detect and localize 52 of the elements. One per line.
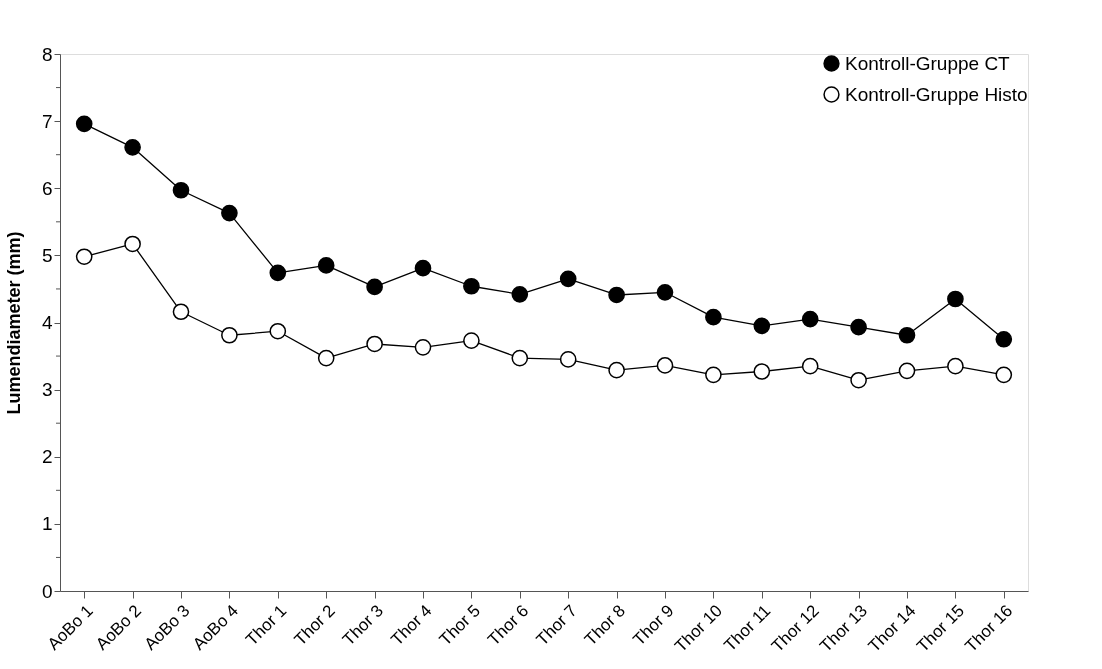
- point: [656, 357, 674, 374]
- point: [221, 204, 238, 222]
- y-axis-title: Lumendiameter (mm): [3, 231, 24, 415]
- point: [172, 181, 190, 199]
- point: [850, 318, 867, 336]
- point: [995, 366, 1013, 384]
- point: [898, 362, 916, 380]
- point: [463, 332, 480, 349]
- point: [559, 351, 577, 368]
- point: [705, 366, 722, 384]
- point: [608, 361, 625, 379]
- point: [511, 349, 529, 367]
- y-tick-label: 3: [41, 379, 53, 401]
- y-tick-label: 1: [41, 513, 53, 535]
- point: [801, 357, 819, 375]
- y-tick-label: 6: [41, 177, 53, 199]
- point: [172, 303, 190, 321]
- point: [656, 283, 674, 301]
- point: [947, 357, 964, 375]
- point: [75, 248, 93, 266]
- point: [947, 290, 964, 308]
- point: [75, 115, 93, 133]
- point: [317, 349, 335, 367]
- y-tick-label: 4: [41, 312, 53, 333]
- point: [366, 335, 383, 353]
- legend-label: Kontroll-Gruppe Histo: [845, 83, 1028, 105]
- point: [414, 259, 432, 277]
- point: [414, 339, 432, 356]
- point: [898, 326, 916, 344]
- y-tick-label: 7: [41, 110, 53, 132]
- point: [124, 235, 141, 253]
- point: [850, 371, 867, 389]
- legend-label: Kontroll-Gruppe CT: [845, 52, 1011, 74]
- point: [511, 285, 529, 303]
- point: [801, 310, 819, 328]
- y-tick-label: 2: [41, 446, 53, 468]
- point: [608, 286, 625, 304]
- point: [317, 257, 335, 274]
- point: [995, 330, 1013, 348]
- point: [559, 270, 577, 288]
- point: [753, 317, 771, 335]
- point: [463, 277, 480, 295]
- point: [269, 322, 287, 340]
- point: [124, 138, 141, 156]
- point: [221, 326, 238, 344]
- point: [366, 278, 383, 296]
- y-tick-label: 5: [41, 244, 53, 266]
- y-tick-label: 0: [41, 580, 53, 602]
- point: [269, 264, 287, 282]
- point: [753, 363, 771, 380]
- y-tick-label: 8: [41, 43, 53, 65]
- point: [705, 308, 722, 326]
